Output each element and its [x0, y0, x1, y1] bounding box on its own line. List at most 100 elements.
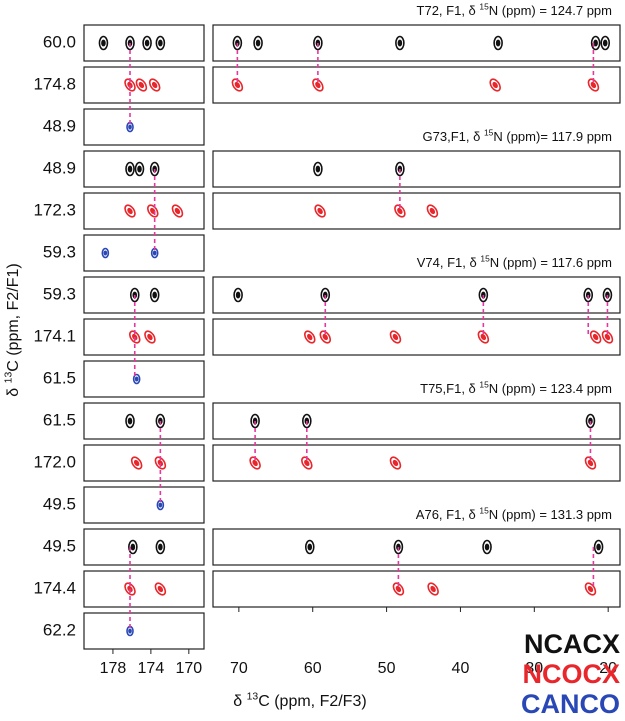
peak [392, 582, 405, 596]
strip-box [83, 402, 205, 440]
peak-core [128, 124, 132, 130]
y-axis-label-part: δ [5, 383, 22, 396]
peak [231, 78, 244, 92]
panel-box [212, 570, 621, 608]
peak [155, 35, 166, 51]
peak [253, 35, 263, 51]
y-axis-label-sup: 13 [3, 372, 14, 384]
peak-core [604, 333, 611, 341]
peak-core [134, 376, 139, 382]
x-tick-label: 60 [304, 660, 322, 677]
peak [584, 456, 597, 470]
strip-label: 61.5 [43, 368, 76, 387]
strip-label: 49.5 [43, 494, 76, 513]
peak [101, 247, 110, 259]
panel-title: T72, F1, δ 15N (ppm) = 124.7 ppm [417, 2, 612, 19]
x-axis-label: δ 13C (ppm, F2/F3) [233, 691, 366, 710]
strip-box [83, 360, 205, 398]
peak [426, 204, 439, 218]
peak [232, 35, 243, 51]
peak [601, 330, 614, 344]
peak [98, 35, 109, 51]
panel-title-part: N (ppm)= 117.9 ppm [493, 129, 612, 144]
peak [128, 539, 138, 555]
peak-core [252, 459, 258, 467]
x-axis-label-part: C (ppm, F2/F3) [258, 693, 366, 710]
peak [478, 287, 489, 303]
peak [124, 204, 136, 218]
peak-core [492, 81, 498, 89]
peak-core [315, 165, 321, 173]
strip-label: 48.9 [43, 158, 76, 177]
peak [313, 35, 323, 51]
panel-title: V74, F1, δ 15N (ppm) = 117.6 ppm [417, 254, 612, 271]
peak [129, 287, 140, 303]
peak-core [429, 207, 436, 215]
panel-box [212, 276, 621, 314]
peak-core [322, 333, 329, 341]
peak-core [152, 250, 157, 256]
y-axis-label: δ 13C (ppm, F2/F1) [3, 263, 22, 396]
legend-entry: NCACX [524, 629, 620, 659]
peak-core [103, 250, 108, 256]
strip-box [83, 612, 205, 650]
panel-title-part: V74, F1, δ [417, 255, 481, 270]
peak-core [133, 459, 140, 467]
peak-core [307, 543, 313, 551]
peak [154, 582, 167, 596]
peak [142, 35, 152, 51]
peak-core [157, 585, 164, 593]
strip-box [83, 444, 205, 482]
strip-label: 48.9 [43, 116, 76, 135]
peak-core [590, 81, 597, 89]
strip-label: 60.0 [43, 32, 76, 51]
panel-title-sup: 15 [484, 128, 494, 138]
strip-box [83, 276, 205, 314]
peak-core [587, 585, 594, 593]
peak-core [602, 39, 608, 47]
peak-core [596, 543, 601, 551]
peak-core [144, 39, 150, 47]
peak [302, 413, 312, 429]
panel-title-sup: 15 [479, 506, 489, 516]
peak [304, 330, 316, 344]
peak [593, 539, 604, 555]
peak [301, 456, 313, 470]
strip-box [83, 570, 205, 608]
strip-box [83, 108, 205, 146]
strip-label: 174.8 [33, 74, 76, 93]
strip-box [83, 192, 205, 230]
x-axis-label-sup: 13 [247, 691, 259, 702]
x-tick-label: 170 [175, 660, 202, 677]
peak-core [101, 39, 106, 47]
panel-title-sup: 15 [479, 2, 489, 12]
y-axis-label-part: C (ppm, F2/F1) [5, 263, 22, 371]
strip-label: 59.3 [43, 284, 76, 303]
peak-core [480, 333, 487, 341]
peak [489, 78, 501, 92]
peak-core [484, 543, 490, 551]
peak [148, 78, 161, 92]
x-tick-label: 40 [452, 660, 470, 677]
peak-core [495, 39, 501, 47]
panel-title-part: N (ppm) = 124.7 ppm [489, 3, 612, 18]
panel-box [212, 24, 621, 62]
panel-box [212, 192, 621, 230]
peak [394, 204, 406, 218]
panel-box [212, 528, 621, 566]
peak [128, 330, 141, 344]
peak-core [152, 291, 157, 299]
panel-title-part: N (ppm) = 117.6 ppm [490, 255, 612, 270]
panel-box [212, 150, 621, 188]
peak-core [255, 39, 261, 47]
peak-core [397, 39, 403, 47]
peak [314, 204, 326, 218]
panel-title-sup: 15 [479, 380, 489, 390]
peak-core [593, 39, 598, 47]
peak [124, 582, 136, 596]
peak-core [307, 333, 313, 341]
strip-box [83, 528, 205, 566]
panel-title-part: N (ppm) = 131.3 ppm [489, 507, 612, 522]
peak [171, 204, 184, 218]
strip-label: 174.4 [33, 578, 76, 597]
